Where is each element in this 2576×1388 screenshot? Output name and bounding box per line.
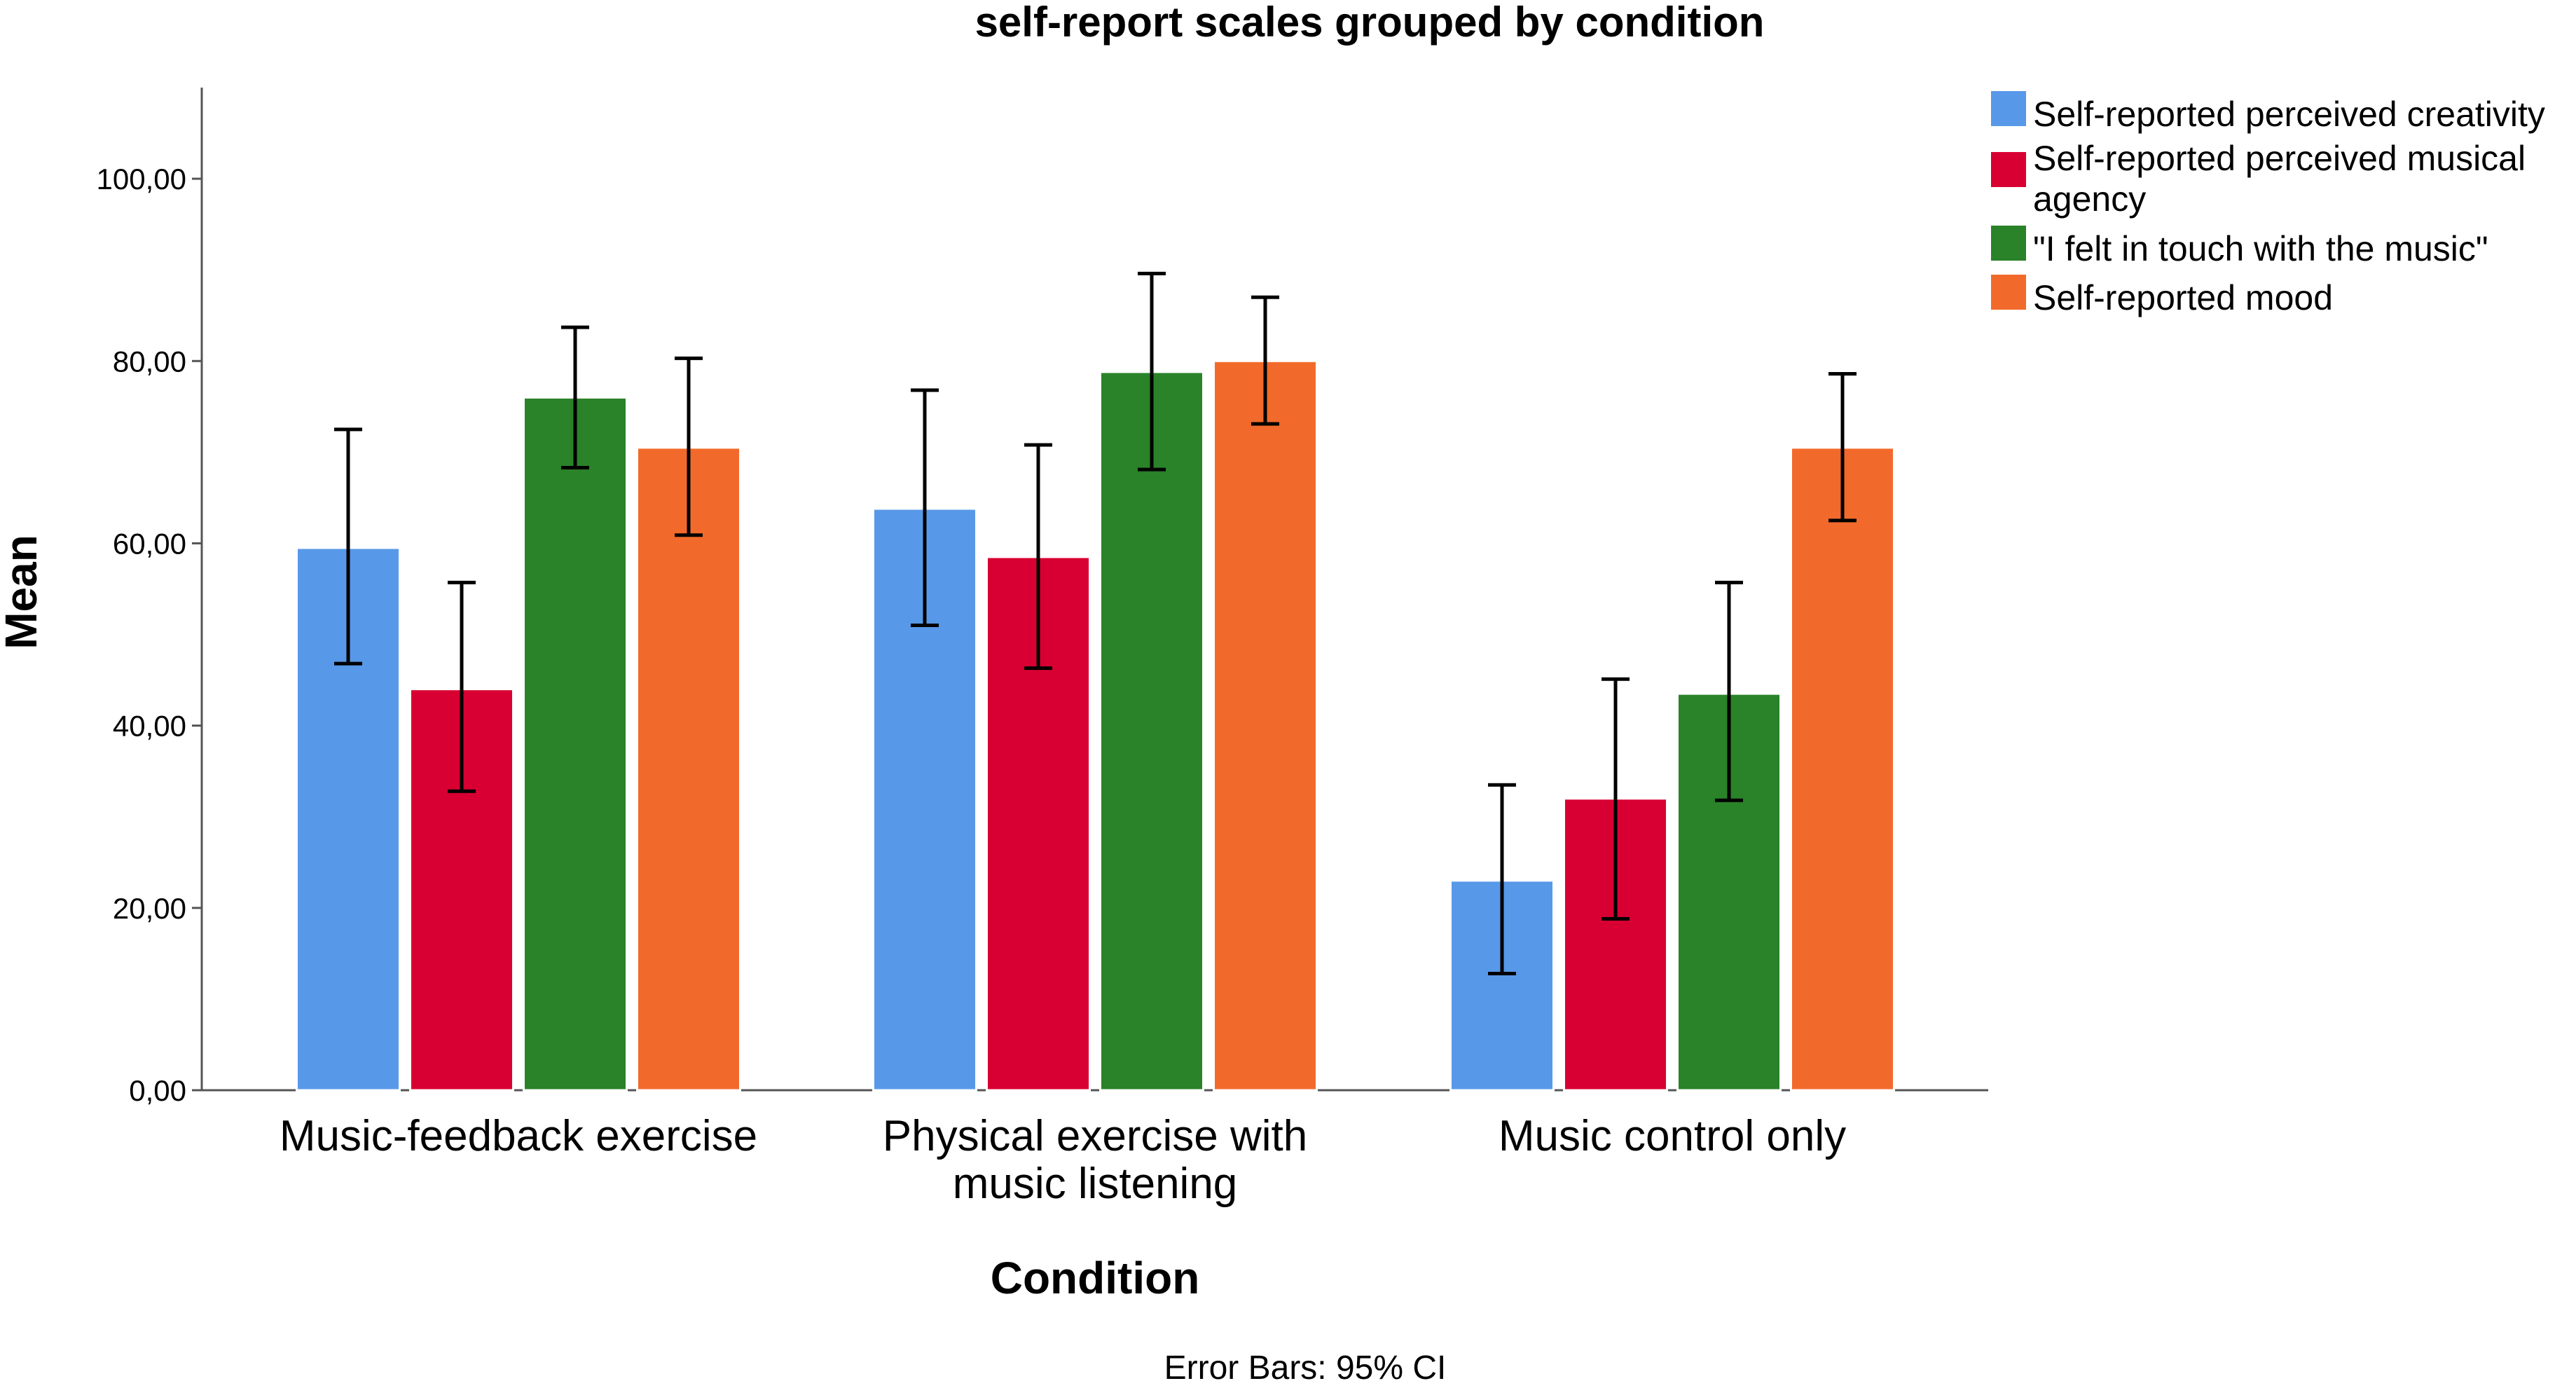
legend-swatch	[1991, 275, 2026, 310]
legend-swatch	[1991, 91, 2026, 126]
error-bar	[561, 325, 589, 469]
error-bar	[675, 356, 703, 537]
error-bar	[334, 427, 362, 666]
legend-label: Self-reported perceived musical agency	[2033, 139, 2526, 219]
x-tick-label: Music control only	[1499, 1112, 1846, 1160]
bar	[1449, 879, 1555, 1092]
legend-label: Self-reported perceived creativity	[2033, 95, 2545, 134]
y-tick-label: 40,00	[113, 710, 186, 743]
legend: Self-reported perceived creativity Self-r…	[1991, 91, 2545, 317]
error-bars-note: Error Bars: 95% CI	[1164, 1349, 1447, 1387]
legend-label: "I felt in touch with the music"	[2033, 229, 2488, 268]
error-bars	[334, 271, 1857, 975]
x-axis-title: Condition	[991, 1253, 1200, 1303]
bar	[636, 446, 741, 1092]
error-bar	[1251, 295, 1279, 426]
bar	[1099, 371, 1204, 1092]
legend-label: Self-reported mood	[2033, 278, 2333, 317]
y-tick-label: 100,00	[97, 163, 186, 195]
bar	[523, 396, 628, 1092]
y-axis-title: Mean	[0, 535, 46, 650]
error-bar	[1602, 677, 1630, 921]
error-bar	[911, 388, 939, 628]
error-bar	[1138, 271, 1166, 472]
error-bar	[1715, 580, 1743, 802]
x-tick-label: Music-feedback exercise	[280, 1112, 757, 1160]
error-bar	[448, 580, 476, 793]
y-tick-label: 0,00	[129, 1074, 186, 1107]
legend-swatch	[1991, 152, 2026, 187]
bar	[1790, 446, 1895, 1092]
chart-title: self-report scales grouped by condition	[975, 0, 1765, 46]
error-bar	[1024, 443, 1052, 671]
bars	[296, 359, 1895, 1092]
error-bar	[1828, 371, 1857, 523]
y-tick-label: 80,00	[113, 345, 186, 378]
y-tick-label: 20,00	[113, 892, 186, 925]
x-tick-label: Physical exercise with music listening	[883, 1112, 1307, 1208]
bar	[1213, 359, 1318, 1092]
y-tick-label: 60,00	[113, 527, 186, 560]
error-bar	[1488, 783, 1516, 975]
x-tick-labels: Music-feedback exercise Physical exercise…	[280, 1112, 1846, 1208]
legend-swatch	[1991, 226, 2026, 261]
